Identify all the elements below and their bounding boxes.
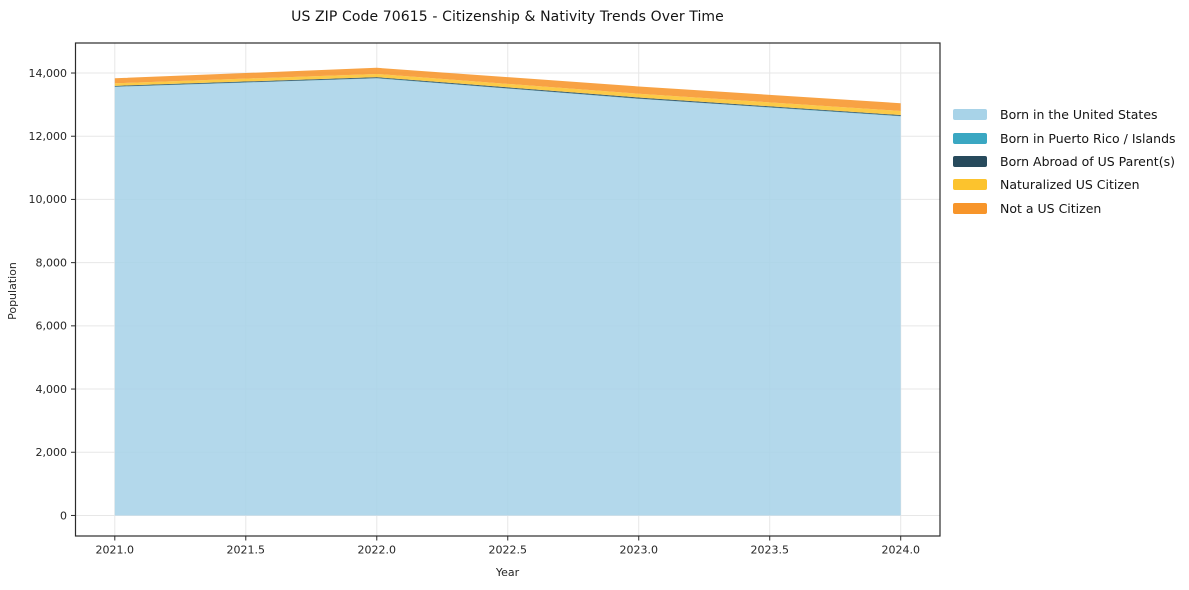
y-tick-label: 0	[60, 509, 67, 522]
legend-swatch-icon	[953, 132, 987, 144]
x-tick-label: 2022.0	[358, 544, 397, 557]
tick-labels: 2021.0 2021.5 2022.0 2022.5 2023.0 2023.5 2024…	[29, 67, 920, 557]
legend-item: Born Abroad of US Parent(s)	[953, 150, 1176, 173]
y-axis-label: Population	[6, 262, 19, 320]
legend-item: Born in the United States	[953, 103, 1176, 126]
legend-item: Naturalized US Citizen	[953, 173, 1176, 196]
y-tick-label: 14,000	[29, 67, 68, 80]
y-tick-label: 10,000	[29, 193, 68, 206]
legend-item: Not a US Citizen	[953, 197, 1176, 220]
x-tick-label: 2022.5	[489, 544, 528, 557]
legend-swatch-icon	[953, 202, 987, 214]
area-series-0	[114, 78, 901, 516]
legend-swatch-icon	[953, 179, 987, 191]
legend-label: Not a US Citizen	[1000, 200, 1102, 216]
legend-swatch-icon	[953, 155, 987, 167]
area-series-group	[114, 67, 901, 516]
axis-ticks	[71, 72, 902, 541]
legend-label: Naturalized US Citizen	[1000, 177, 1140, 193]
legend-item: Born in Puerto Rico / Islands	[953, 126, 1176, 149]
legend-label: Born in Puerto Rico / Islands	[1000, 130, 1176, 146]
x-tick-label: 2021.5	[227, 544, 266, 557]
y-tick-label: 12,000	[29, 130, 68, 143]
x-axis-label: Year	[495, 566, 520, 579]
y-tick-label: 2,000	[36, 446, 68, 459]
x-tick-label: 2024.0	[881, 544, 920, 557]
y-tick-label: 6,000	[36, 320, 68, 333]
legend-label: Born in the United States	[1000, 107, 1158, 123]
legend: Born in the United States Born in Puerto …	[953, 103, 1176, 220]
x-tick-label: 2021.0	[96, 544, 135, 557]
x-tick-label: 2023.0	[619, 544, 658, 557]
legend-label: Born Abroad of US Parent(s)	[1000, 153, 1175, 169]
x-tick-label: 2023.5	[750, 544, 789, 557]
legend-swatch-icon	[953, 109, 987, 121]
y-tick-label: 8,000	[36, 256, 68, 269]
y-tick-label: 4,000	[36, 383, 68, 396]
chart-title: US ZIP Code 70615 - Citizenship & Nativi…	[291, 9, 724, 25]
